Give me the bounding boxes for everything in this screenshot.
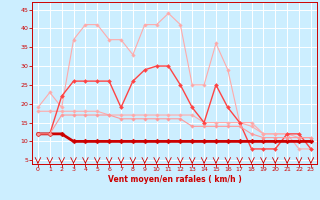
X-axis label: Vent moyen/en rafales ( km/h ): Vent moyen/en rafales ( km/h ) [108, 175, 241, 184]
